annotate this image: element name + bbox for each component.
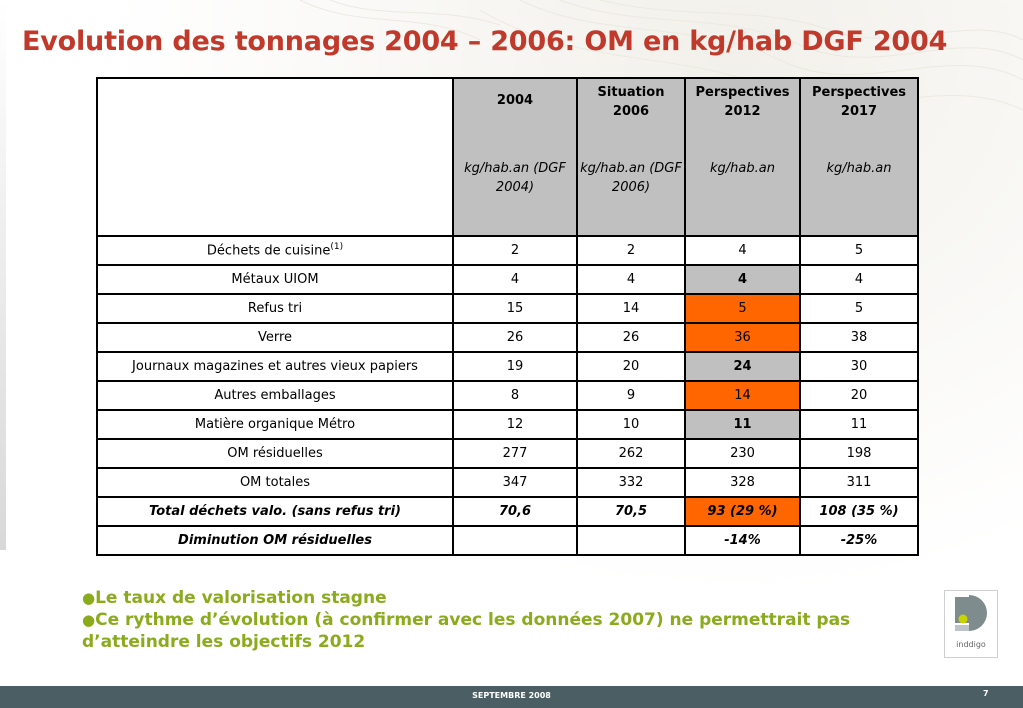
row-label: OM résiduelles: [96, 438, 454, 469]
row-label: Verre: [96, 322, 454, 353]
cell: 198: [799, 438, 919, 469]
cell: 30: [799, 351, 919, 382]
footer-date: SEPTEMBRE 2008: [472, 691, 551, 700]
cell-highlight-orange: 14: [684, 380, 801, 411]
cell: 20: [576, 351, 686, 382]
table-row: Refus tri 15 14 5 5: [96, 293, 919, 324]
cell: -25%: [799, 525, 919, 556]
header-2017: Perspectives 2017 kg/hab.an: [799, 77, 919, 237]
cell: 19: [452, 351, 578, 382]
cell: 26: [452, 322, 578, 353]
header-2012: Perspectives 2012 kg/hab.an: [684, 77, 801, 237]
bullet-list: ●Le taux de valorisation stagne ●Ce ryth…: [82, 587, 912, 653]
cell: 2: [576, 235, 686, 266]
cell: -14%: [684, 525, 801, 556]
left-decor-stripe: [0, 0, 6, 550]
bullet-item: ●Le taux de valorisation stagne: [82, 588, 387, 608]
cell: 26: [576, 322, 686, 353]
footer-bar: SEPTEMBRE 2008 7: [0, 686, 1023, 708]
cell-highlight-orange: 36: [684, 322, 801, 353]
cell: 311: [799, 467, 919, 498]
cell: 70,6: [452, 496, 578, 527]
cell: 332: [576, 467, 686, 498]
table-header-row: 2004 kg/hab.an (DGF 2004) Situation 2006…: [96, 77, 919, 237]
row-label: Matière organique Métro: [96, 409, 454, 440]
bullet-item: ●Ce rythme d’évolution (à confirmer avec…: [82, 610, 851, 652]
cell: 2: [452, 235, 578, 266]
total-row: Total déchets valo. (sans refus tri) 70,…: [96, 496, 919, 527]
cell: 20: [799, 380, 919, 411]
cell: 277: [452, 438, 578, 469]
row-label: Autres emballages: [96, 380, 454, 411]
slide-title: Evolution des tonnages 2004 – 2006: OM e…: [22, 26, 948, 57]
row-label: Déchets de cuisine(1): [96, 235, 454, 266]
cell: [576, 525, 686, 556]
cell: 108 (35 %): [799, 496, 919, 527]
cell: 11: [799, 409, 919, 440]
cell: 328: [684, 467, 801, 498]
cell-highlight-orange: 5: [684, 293, 801, 324]
cell-highlight-grey: 24: [684, 351, 801, 382]
cell: 4: [684, 235, 801, 266]
tonnage-table: 2004 kg/hab.an (DGF 2004) Situation 2006…: [96, 77, 919, 556]
header-2004: 2004 kg/hab.an (DGF 2004): [452, 77, 578, 237]
bullet-dot-icon: ●: [82, 611, 96, 629]
page-number: 7: [983, 689, 989, 698]
diminution-row-label: Diminution OM résiduelles: [96, 525, 454, 556]
inddigo-logo-mark-icon: [955, 595, 987, 631]
cell: 5: [799, 235, 919, 266]
header-blank-cell: [96, 77, 454, 237]
cell: 12: [452, 409, 578, 440]
cell: 4: [799, 264, 919, 295]
cell: 8: [452, 380, 578, 411]
cell: 9: [576, 380, 686, 411]
cell: 4: [576, 264, 686, 295]
inddigo-logo: inddigo: [944, 590, 998, 658]
table-row: Journaux magazines et autres vieux papie…: [96, 351, 919, 382]
table-row: OM totales 347 332 328 311: [96, 467, 919, 498]
row-label: Journaux magazines et autres vieux papie…: [96, 351, 454, 382]
cell-highlight-orange: 93 (29 %): [684, 496, 801, 527]
row-label: Métaux UIOM: [96, 264, 454, 295]
cell: 5: [799, 293, 919, 324]
cell: [452, 525, 578, 556]
table-row: Autres emballages 8 9 14 20: [96, 380, 919, 411]
total-row-label: Total déchets valo. (sans refus tri): [96, 496, 454, 527]
cell: 38: [799, 322, 919, 353]
cell: 347: [452, 467, 578, 498]
cell: 14: [576, 293, 686, 324]
bullet-dot-icon: ●: [82, 589, 96, 607]
cell-highlight-grey: 11: [684, 409, 801, 440]
cell: 262: [576, 438, 686, 469]
row-label: OM totales: [96, 467, 454, 498]
header-2006: Situation 2006 kg/hab.an (DGF 2006): [576, 77, 686, 237]
cell: 70,5: [576, 496, 686, 527]
table-row: Verre 26 26 36 38: [96, 322, 919, 353]
cell-highlight-grey: 4: [684, 264, 801, 295]
cell: 15: [452, 293, 578, 324]
cell: 10: [576, 409, 686, 440]
cell: 4: [452, 264, 578, 295]
row-label: Refus tri: [96, 293, 454, 324]
table-row: OM résiduelles 277 262 230 198: [96, 438, 919, 469]
cell: 230: [684, 438, 801, 469]
table-row: Matière organique Métro 12 10 11 11: [96, 409, 919, 440]
table-row: Déchets de cuisine(1) 2 2 4 5: [96, 235, 919, 266]
table-row: Métaux UIOM 4 4 4 4: [96, 264, 919, 295]
diminution-row: Diminution OM résiduelles -14% -25%: [96, 525, 919, 556]
